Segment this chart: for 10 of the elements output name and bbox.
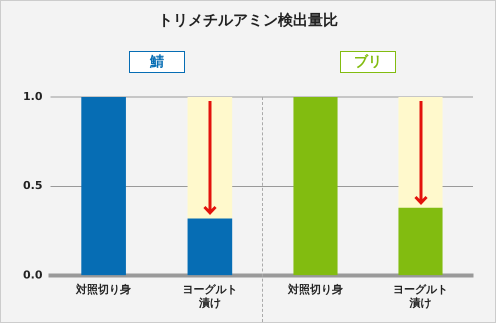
- chart-subtitle: ブリ: [340, 51, 396, 73]
- x-tick-label: 対照切り身: [75, 283, 132, 296]
- x-tick-label: ヨーグルト漬け: [393, 283, 448, 310]
- y-tick-label: 0.0: [22, 268, 43, 282]
- y-tick-label: 0.5: [22, 179, 42, 192]
- chart-title: トリメチルアミン検出量比: [157, 11, 339, 30]
- x-tick-label: ヨーグルト漬け: [182, 283, 238, 310]
- chart-subtitle: 鯖: [129, 51, 185, 73]
- x-tick-label: 対照切り身: [287, 283, 343, 296]
- y-tick-label: 1.0: [22, 90, 43, 103]
